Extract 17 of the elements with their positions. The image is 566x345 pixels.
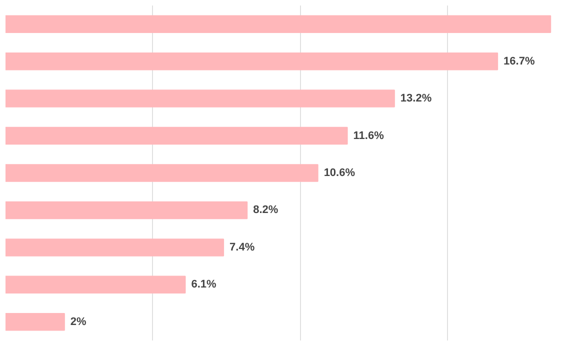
bar xyxy=(6,201,248,220)
data-label: 16.7% xyxy=(504,55,535,68)
bar xyxy=(6,52,498,70)
bar xyxy=(6,164,318,182)
data-label: 7.4% xyxy=(230,241,255,254)
bar xyxy=(6,90,395,108)
data-label: 2% xyxy=(70,316,87,328)
bar xyxy=(6,276,186,294)
data-label: 8.2% xyxy=(253,204,278,216)
data-label: 13.2% xyxy=(400,92,432,105)
data-label: 11.6% xyxy=(353,130,384,142)
bar xyxy=(6,15,552,33)
bar xyxy=(6,238,224,256)
data-label: 6.1% xyxy=(191,278,217,291)
data-label: 10.6% xyxy=(324,167,356,179)
bar xyxy=(6,313,65,331)
bar xyxy=(6,126,348,145)
